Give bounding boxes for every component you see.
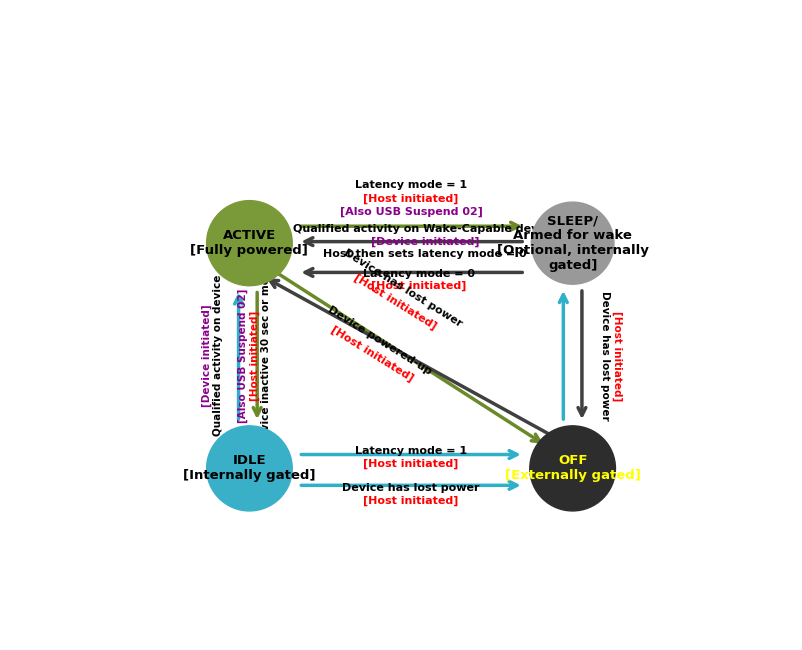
- Text: [Also USB Suspend 02]: [Also USB Suspend 02]: [339, 207, 483, 218]
- Text: [Host initiated]: [Host initiated]: [612, 311, 622, 401]
- FancyArrowPatch shape: [305, 238, 522, 246]
- Text: [Device initiated]: [Device initiated]: [201, 304, 212, 407]
- Text: Device inactive 30 sec or more: Device inactive 30 sec or more: [261, 265, 271, 447]
- Text: Qualified activity on Wake-Capable device: Qualified activity on Wake-Capable devic…: [294, 224, 557, 234]
- Text: Host then sets latency mode = 0: Host then sets latency mode = 0: [323, 249, 527, 259]
- Text: Device has lost power: Device has lost power: [342, 484, 480, 493]
- Text: Latency mode = 0: Latency mode = 0: [363, 269, 475, 279]
- FancyArrowPatch shape: [578, 291, 585, 415]
- Circle shape: [207, 201, 292, 286]
- Text: Latency mode = 1: Latency mode = 1: [355, 181, 467, 190]
- FancyArrowPatch shape: [305, 268, 522, 276]
- Text: [Also USB Suspend 02]: [Also USB Suspend 02]: [238, 289, 249, 423]
- Text: [Host initiated]: [Host initiated]: [352, 272, 439, 332]
- Text: Qualified activity on device: Qualified activity on device: [213, 275, 224, 436]
- FancyArrowPatch shape: [560, 294, 567, 419]
- FancyArrowPatch shape: [302, 482, 517, 489]
- Text: ACTIVE
[Fully powered]: ACTIVE [Fully powered]: [191, 229, 308, 257]
- FancyArrowPatch shape: [302, 450, 517, 458]
- Text: [Host initiated]: [Host initiated]: [363, 194, 459, 204]
- Text: Device has lost power: Device has lost power: [342, 248, 464, 329]
- Text: IDLE
[Internally gated]: IDLE [Internally gated]: [183, 454, 316, 482]
- Text: Device powered-up: Device powered-up: [326, 304, 434, 376]
- Text: [Host initiated]: [Host initiated]: [371, 281, 467, 291]
- Text: [Host initiated]: [Host initiated]: [363, 459, 459, 469]
- Text: SLEEP/
Armed for wake
[Optional, internally
gated]: SLEEP/ Armed for wake [Optional, interna…: [496, 214, 649, 272]
- FancyArrowPatch shape: [253, 292, 261, 415]
- Text: [Host initiated]: [Host initiated]: [249, 311, 260, 401]
- Text: OFF
[Externally gated]: OFF [Externally gated]: [504, 454, 641, 482]
- Text: Latency mode = 1: Latency mode = 1: [355, 447, 467, 456]
- Circle shape: [207, 426, 292, 511]
- Text: [Device initiated]: [Device initiated]: [371, 237, 480, 247]
- Circle shape: [531, 202, 614, 284]
- Text: [Host initiated]: [Host initiated]: [329, 324, 415, 384]
- FancyArrowPatch shape: [302, 222, 518, 230]
- Text: [Host initiated]: [Host initiated]: [363, 495, 459, 506]
- FancyArrowPatch shape: [275, 272, 540, 442]
- Circle shape: [530, 426, 615, 511]
- FancyArrowPatch shape: [235, 296, 242, 419]
- Text: Device has lost power: Device has lost power: [600, 291, 610, 421]
- FancyArrowPatch shape: [270, 280, 552, 436]
